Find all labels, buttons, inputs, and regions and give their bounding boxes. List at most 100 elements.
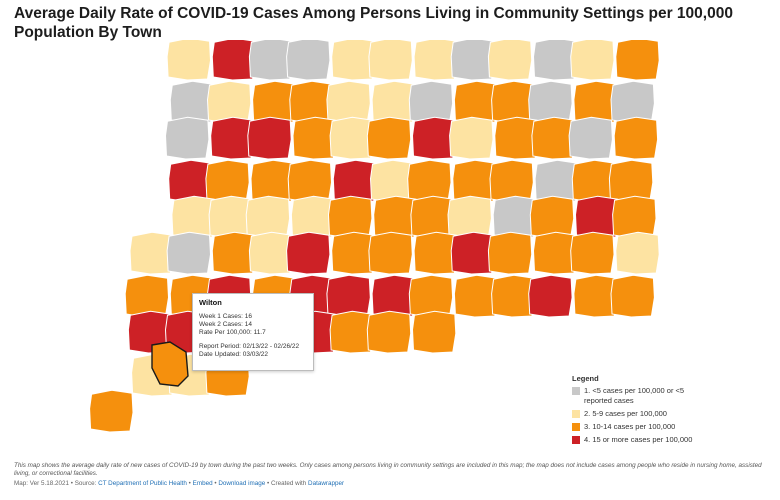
town-region[interactable] (290, 195, 336, 239)
town-region[interactable] (211, 40, 257, 81)
town-region[interactable] (326, 80, 371, 124)
town-region[interactable] (534, 159, 580, 203)
town-region[interactable] (368, 40, 413, 81)
town-region[interactable] (491, 274, 536, 318)
town-region[interactable] (532, 231, 578, 275)
legend-item-1: 1. <5 cases per 100,000 or <5 reported c… (572, 386, 702, 406)
town-region[interactable] (528, 274, 573, 318)
credits-source-link[interactable]: CT Department of Public Health (98, 480, 187, 487)
town-region[interactable] (366, 116, 412, 160)
town-region[interactable] (332, 159, 378, 203)
town-region[interactable] (329, 116, 375, 160)
town-region[interactable] (292, 116, 337, 160)
legend-label-2: 2. 5-9 cases per 100,000 (584, 409, 667, 418)
town-region[interactable] (489, 159, 534, 203)
town-region[interactable] (211, 231, 257, 275)
town-region[interactable] (326, 274, 371, 318)
town-region[interactable] (166, 40, 212, 81)
legend-swatch-4 (572, 436, 580, 444)
town-region[interactable] (164, 116, 210, 160)
town-region[interactable] (613, 116, 659, 160)
town-region[interactable] (124, 274, 170, 318)
credits-datawrapper-link[interactable]: Datawrapper (308, 480, 345, 487)
town-region[interactable] (449, 116, 494, 160)
town-region[interactable] (413, 231, 458, 275)
town-region[interactable] (610, 274, 655, 318)
town-region[interactable] (528, 80, 573, 124)
town-region[interactable] (287, 159, 333, 203)
town-region[interactable] (286, 231, 331, 275)
town-region[interactable] (250, 159, 295, 203)
highlighted-town-wilton[interactable] (151, 341, 189, 387)
town-region[interactable] (487, 231, 533, 275)
town-region[interactable] (331, 40, 376, 81)
map-title: Average Daily Rate of COVID-19 Cases Amo… (14, 5, 733, 41)
town-region[interactable] (371, 80, 417, 124)
town-region[interactable] (286, 40, 331, 81)
town-region[interactable] (568, 116, 613, 160)
legend-item-4: 4. 15 or more cases per 100,000 (572, 435, 702, 445)
town-region[interactable] (532, 40, 578, 81)
town-region[interactable] (615, 231, 660, 275)
credits-embed-link[interactable]: Embed (192, 480, 213, 487)
town-region[interactable] (570, 231, 615, 275)
legend-swatch-3 (572, 423, 580, 431)
town-region[interactable] (615, 40, 660, 81)
town-region[interactable] (450, 231, 496, 275)
legend-item-3: 3. 10-14 cases per 100,000 (572, 422, 702, 432)
town-region[interactable] (574, 195, 620, 239)
town-region[interactable] (245, 195, 291, 239)
town-region[interactable] (487, 40, 533, 81)
legend-label-4: 4. 15 or more cases per 100,000 (584, 435, 693, 444)
town-region[interactable] (407, 159, 452, 203)
town-region[interactable] (171, 195, 216, 239)
town-region[interactable] (248, 231, 294, 275)
town-region[interactable] (453, 274, 499, 318)
town-region[interactable] (252, 80, 297, 124)
town-region[interactable] (608, 159, 654, 203)
town-region[interactable] (329, 310, 375, 354)
town-region[interactable] (411, 310, 457, 354)
town-region[interactable] (450, 40, 496, 81)
town-region[interactable] (373, 195, 418, 239)
town-region[interactable] (366, 310, 412, 354)
town-region[interactable] (210, 116, 255, 160)
town-region[interactable] (453, 80, 499, 124)
town-region[interactable] (447, 195, 492, 239)
town-region[interactable] (610, 80, 655, 124)
tooltip-updated: Date Updated: 03/03/22 (199, 351, 269, 358)
tooltip-town-name: Wilton (199, 298, 222, 307)
town-region[interactable] (573, 274, 618, 318)
tooltip-week1: Week 1 Cases: 16 (199, 313, 252, 320)
town-region[interactable] (89, 389, 134, 433)
credits-download-link[interactable]: Download image (218, 480, 266, 487)
town-region[interactable] (452, 159, 497, 203)
town-region[interactable] (327, 195, 373, 239)
town-region[interactable] (248, 40, 294, 81)
town-region[interactable] (408, 274, 454, 318)
town-region[interactable] (529, 195, 575, 239)
town-region[interactable] (612, 195, 657, 239)
credits-created-prefix: Created with (270, 480, 307, 487)
town-region[interactable] (492, 195, 538, 239)
town-region[interactable] (573, 80, 618, 124)
town-region[interactable] (494, 116, 539, 160)
town-region[interactable] (570, 40, 615, 81)
town-region[interactable] (247, 116, 292, 160)
town-region[interactable] (205, 159, 250, 203)
town-region[interactable] (413, 40, 458, 81)
town-region[interactable] (371, 274, 417, 318)
credits: Map: Ver 5.18.2021 • Source: CT Departme… (14, 480, 345, 487)
town-tooltip: Wilton Week 1 Cases: 16 Week 2 Cases: 14… (192, 293, 314, 371)
town-region[interactable] (368, 231, 413, 275)
town-region[interactable] (166, 231, 212, 275)
credits-source-prefix: Source: (74, 480, 97, 487)
town-region[interactable] (531, 116, 576, 160)
town-region[interactable] (331, 231, 376, 275)
town-region[interactable] (206, 80, 252, 124)
town-region[interactable] (129, 231, 174, 275)
town-region[interactable] (408, 80, 454, 124)
town-region[interactable] (411, 116, 457, 160)
town-region[interactable] (169, 80, 215, 124)
tooltip-week2: Week 2 Cases: 14 (199, 321, 252, 328)
